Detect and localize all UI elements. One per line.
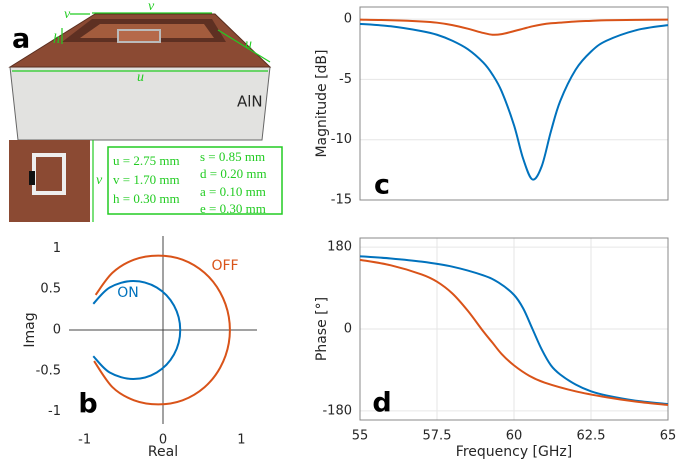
axes-frame xyxy=(359,237,669,421)
y-axis-label: Phase [°] xyxy=(314,297,330,361)
series-line xyxy=(359,258,669,406)
panel-letter: d xyxy=(372,388,391,419)
dim-line xyxy=(217,29,271,63)
series-line xyxy=(359,22,669,181)
series-line xyxy=(93,254,231,406)
plot-area xyxy=(360,7,668,200)
x-axis-label: Real xyxy=(148,444,178,460)
y-tick-label: 0 xyxy=(53,323,61,338)
param: h = 0.30 mm xyxy=(113,191,180,206)
panel-letter: a xyxy=(12,24,30,55)
y-tick-label: 180 xyxy=(327,240,352,255)
param: v = 1.70 mm xyxy=(113,172,180,187)
x-tick-label: 57.5 xyxy=(423,429,452,444)
x-axis-label: Frequency [GHz] xyxy=(456,444,572,460)
top-view xyxy=(9,140,90,222)
x-tick-label: -1 xyxy=(78,433,91,448)
gap xyxy=(29,171,35,185)
x-tick-label: 1 xyxy=(237,433,245,448)
resonator xyxy=(117,29,161,43)
param: d = 0.20 mm xyxy=(200,166,267,181)
series-line xyxy=(359,18,669,36)
y-tick-label: 0.5 xyxy=(40,282,61,297)
y-tick-label: -15 xyxy=(331,193,352,208)
x-tick-label: 65 xyxy=(660,429,676,444)
y-tick-label: 1 xyxy=(53,241,61,256)
param: s = 0.85 mm xyxy=(200,149,265,164)
panel-a: a v v h u u AlN v u = 2.75 mm v = 1.70 m… xyxy=(8,0,283,222)
dim-label: u xyxy=(137,70,144,85)
dim-label: h xyxy=(53,32,60,47)
y-axis-label: Imag xyxy=(22,312,38,347)
panel-letter: b xyxy=(78,389,97,420)
axes-frame xyxy=(359,6,669,201)
x-tick-label: 55 xyxy=(352,429,369,444)
series-label: OFF xyxy=(211,258,238,274)
x-tick-label: 62.5 xyxy=(577,429,606,444)
param-box xyxy=(107,146,283,215)
y-tick-label: 0 xyxy=(344,322,352,337)
param: e = 0.30 mm xyxy=(200,201,266,216)
x-tick-label: 60 xyxy=(506,429,523,444)
y-tick-label: -0.5 xyxy=(36,363,61,378)
y-axis-label: Magnitude [dB] xyxy=(314,49,330,157)
series-line xyxy=(359,255,669,406)
y-tick-label: -180 xyxy=(322,403,352,418)
param: a = 0.10 mm xyxy=(200,184,266,199)
y-tick-label: 0 xyxy=(344,12,352,27)
panel-letter: c xyxy=(374,170,390,201)
y-tick-label: -10 xyxy=(331,132,352,147)
y-tick-label: -1 xyxy=(48,404,61,419)
series-line xyxy=(92,279,182,381)
param: u = 2.75 mm xyxy=(113,153,180,168)
material-label: AlN xyxy=(237,93,263,111)
series-label: ON xyxy=(117,285,139,301)
dim-label: v xyxy=(64,7,71,22)
y-tick-label: -5 xyxy=(339,72,352,87)
x-tick-label: 0 xyxy=(159,433,167,448)
dim-label: u xyxy=(245,37,252,52)
dim-label: v xyxy=(148,0,155,14)
dim-label: v xyxy=(96,173,103,188)
